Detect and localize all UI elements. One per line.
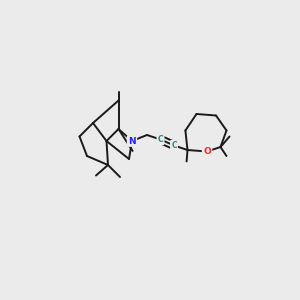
Text: N: N [128,136,136,146]
Text: O: O [203,147,211,156]
Text: C: C [158,135,163,144]
Text: C: C [171,141,177,150]
